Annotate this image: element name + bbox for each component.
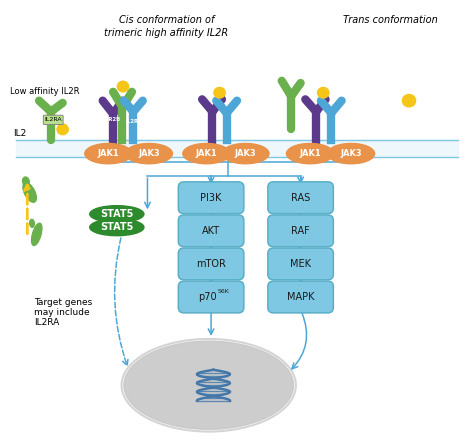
Text: STAT5: STAT5: [100, 222, 134, 232]
Text: MEK: MEK: [290, 259, 311, 269]
Text: Low affinity IL2R: Low affinity IL2R: [10, 87, 79, 96]
Text: JAK1: JAK1: [299, 149, 321, 158]
FancyBboxPatch shape: [268, 215, 333, 247]
Ellipse shape: [90, 206, 144, 222]
Text: S6K: S6K: [218, 289, 229, 294]
Ellipse shape: [214, 87, 225, 98]
Text: Target genes
may include
IL2RA: Target genes may include IL2RA: [35, 297, 92, 327]
Text: RAS: RAS: [291, 193, 310, 203]
FancyBboxPatch shape: [268, 281, 333, 313]
Text: JAK1: JAK1: [98, 149, 119, 158]
Ellipse shape: [125, 143, 173, 164]
Text: IL2RA: IL2RA: [45, 117, 62, 122]
FancyBboxPatch shape: [43, 115, 63, 124]
Text: AKT: AKT: [202, 226, 220, 236]
Ellipse shape: [286, 143, 334, 164]
Ellipse shape: [90, 219, 144, 236]
Ellipse shape: [222, 143, 269, 164]
Ellipse shape: [30, 219, 35, 227]
Text: JAK1: JAK1: [195, 149, 217, 158]
Text: p70: p70: [198, 292, 217, 302]
Ellipse shape: [32, 223, 42, 246]
Ellipse shape: [402, 95, 416, 107]
Text: MAPK: MAPK: [287, 292, 314, 302]
Ellipse shape: [183, 143, 230, 164]
FancyBboxPatch shape: [178, 281, 244, 313]
Text: JAK3: JAK3: [340, 149, 362, 158]
Text: IL2RG: IL2RG: [126, 119, 144, 124]
Text: PI3K: PI3K: [201, 193, 222, 203]
Text: STAT5: STAT5: [100, 209, 134, 219]
FancyBboxPatch shape: [268, 248, 333, 280]
Text: Cis conformation of
trimeric high affinity IL2R: Cis conformation of trimeric high affini…: [104, 15, 228, 38]
Text: JAK3: JAK3: [138, 149, 160, 158]
Text: Trans conformation: Trans conformation: [343, 15, 438, 24]
FancyBboxPatch shape: [178, 248, 244, 280]
FancyBboxPatch shape: [268, 182, 333, 214]
Ellipse shape: [328, 143, 374, 164]
FancyBboxPatch shape: [178, 215, 244, 247]
Ellipse shape: [57, 124, 68, 135]
Ellipse shape: [23, 182, 36, 202]
Ellipse shape: [117, 81, 128, 92]
FancyBboxPatch shape: [178, 182, 244, 214]
Text: ILR2B: ILR2B: [103, 117, 121, 122]
Text: JAK3: JAK3: [235, 149, 256, 158]
Text: RAF: RAF: [291, 226, 310, 236]
Text: mTOR: mTOR: [196, 259, 226, 269]
Text: IL2: IL2: [13, 129, 27, 138]
Ellipse shape: [85, 143, 132, 164]
Ellipse shape: [318, 87, 329, 98]
Ellipse shape: [23, 177, 29, 186]
Ellipse shape: [124, 341, 293, 429]
